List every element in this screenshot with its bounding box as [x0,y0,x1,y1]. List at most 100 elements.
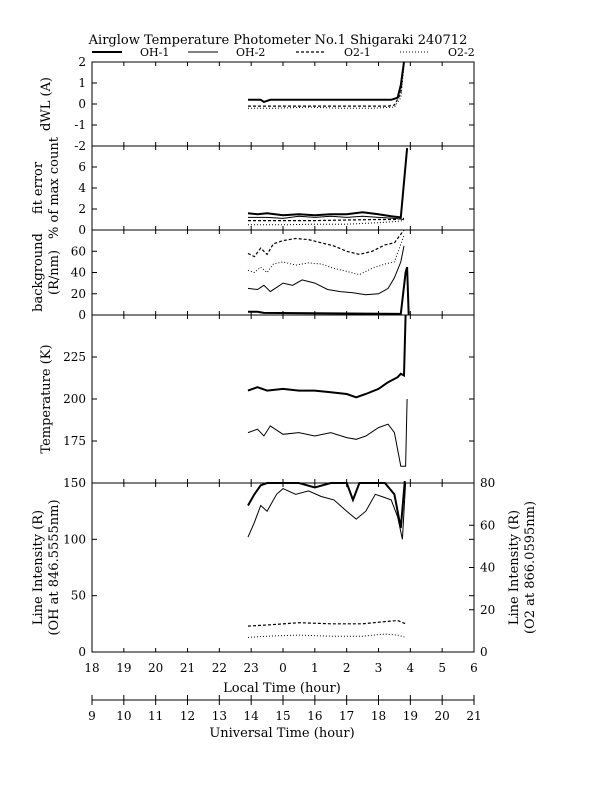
y-axis-label-right: (O2 at 866.0595nm) [523,501,538,634]
series-oh-1-line [247,314,407,399]
y-tick-label: 40 [71,266,86,280]
y-tick-label: 100 [63,532,86,546]
series-oh-1-line [247,481,406,529]
series-group [248,61,405,109]
y-tick-label: 0 [78,645,86,659]
y-axis-label: dWL (A) [39,77,54,131]
x-ut-tick-label: 13 [212,709,227,723]
x-ut-tick-label: 18 [371,709,386,723]
y-tick-label: 50 [71,589,86,603]
panel-frame [91,229,475,316]
y-axis-label: (R/nm) [47,250,62,295]
y-axis-label: background [31,233,46,312]
x-local-tick-label: 3 [375,661,383,675]
x-axis-label-ut: Universal Time (hour) [209,726,354,741]
chart-title: Airglow Temperature Photometer No.1 Shig… [88,33,468,48]
x-ut-tick-label: 11 [148,709,163,723]
legend: OH-1 OH-2 O2-1 O2-2 [92,46,475,59]
x-ut-tick-label: 12 [180,709,195,723]
y-tick-label: 175 [63,434,86,448]
panel-frame [91,61,475,147]
x-local-tick-label: 1 [311,661,319,675]
panel-temp: 175 200 225 Temperature (K) [39,314,475,484]
x-local-tick-label: 21 [180,661,195,675]
y-tick-label: 2 [78,202,86,216]
series-oh-1-line [248,61,405,104]
legend-entry: OH-2 [236,46,265,59]
x-axis-label-local: Local Time (hour) [223,681,341,696]
y-axis-label: Temperature (K) [39,344,54,453]
y-axis-label: % of max count [47,136,62,239]
legend-entry: O2-1 [344,46,371,59]
y-axis-label: fit error [31,161,46,214]
series-o2-2-line [247,633,406,638]
panel-frame [91,145,475,231]
x-local-tick-label: 5 [438,661,446,675]
x-local-tick-label: 22 [212,661,227,675]
series-o2-1-line [248,217,405,222]
x-local-tick-label: 20 [148,661,163,675]
series-group [247,148,409,226]
x-ut-tick-label: 20 [435,709,450,723]
y-right-tick-label: 20 [480,603,495,617]
y-tick-label: 4 [78,181,86,195]
y-tick-label: 1 [78,76,86,90]
y-tick-label: 20 [71,287,86,301]
panel-bg: 0 20 40 60 background (R/nm) [31,229,475,322]
y-tick-label: 200 [63,392,86,406]
y-right-tick-label: 0 [480,645,488,659]
x-local-tick-label: 4 [407,661,415,675]
x-local-tick-label: 23 [244,661,259,675]
x-ut-tick-label: 14 [244,709,260,723]
y-tick-label: -2 [74,139,86,153]
panel-frame [91,314,475,484]
x-axes: 18 19 20 21 22 23 0 1 2 3 4 5 69 10 11 12 13 14 15 16 17 18 19… [84,661,481,723]
panels: -2 -1 0 1 2 dWL (A) 0 2 4 6 fit error% of max coun… [31,55,538,659]
x-local-tick-label: 6 [470,661,478,675]
series-group [247,229,410,316]
series-oh-2-line [247,482,407,540]
y-tick-label: 60 [71,244,86,258]
legend-entry: OH-1 [140,46,169,59]
x-local-tick-label: 2 [343,661,351,675]
panel-dwl: -2 -1 0 1 2 dWL (A) [39,55,475,153]
legend-entry: O2-2 [448,46,475,59]
series-o2-1-line [247,229,405,258]
series-o2-2-line [247,235,405,276]
x-ut-tick-label: 10 [116,709,131,723]
y-right-tick-label: 80 [480,476,495,490]
x-ut-tick-label: 21 [466,709,481,723]
y-tick-label: 225 [63,350,86,364]
x-ut-tick-label: 19 [403,709,418,723]
y-tick-label: 0 [78,223,86,237]
series-o2-2-line [248,66,405,109]
panel-fit: 0 2 4 6 fit error% of max count [31,136,475,239]
series-o2-2-line [248,220,405,226]
series-oh-2-line [247,245,405,296]
y-tick-label: 6 [78,160,86,174]
y-right-tick-label: 40 [480,561,495,575]
y-axis-label: (OH at 846.5555nm) [47,499,62,635]
y-tick-label: 150 [63,476,86,490]
x-ut-tick-label: 9 [88,709,96,723]
y-axis-label-right: Line Intensity (R) [507,510,522,625]
y-axis-label: Line Intensity (R) [31,510,46,625]
x-ut-tick-label: 15 [275,709,290,723]
y-right-tick-label: 60 [480,518,495,532]
series-group [247,481,407,638]
y-tick-label: 2 [78,55,86,69]
x-local-tick-label: 18 [84,661,99,675]
y-tick-label: -1 [74,118,86,132]
series-oh-2-line [248,215,405,220]
x-ut-tick-label: 17 [339,709,354,723]
series-oh-2-line [247,398,408,467]
y-tick-label: 0 [78,308,86,322]
panel-frame [91,482,475,653]
x-local-tick-label: 0 [279,661,287,675]
series-oh-1-line [247,148,409,219]
series-oh-1-line [248,266,410,316]
x-local-tick-label: 19 [116,661,131,675]
series-group [247,314,408,467]
